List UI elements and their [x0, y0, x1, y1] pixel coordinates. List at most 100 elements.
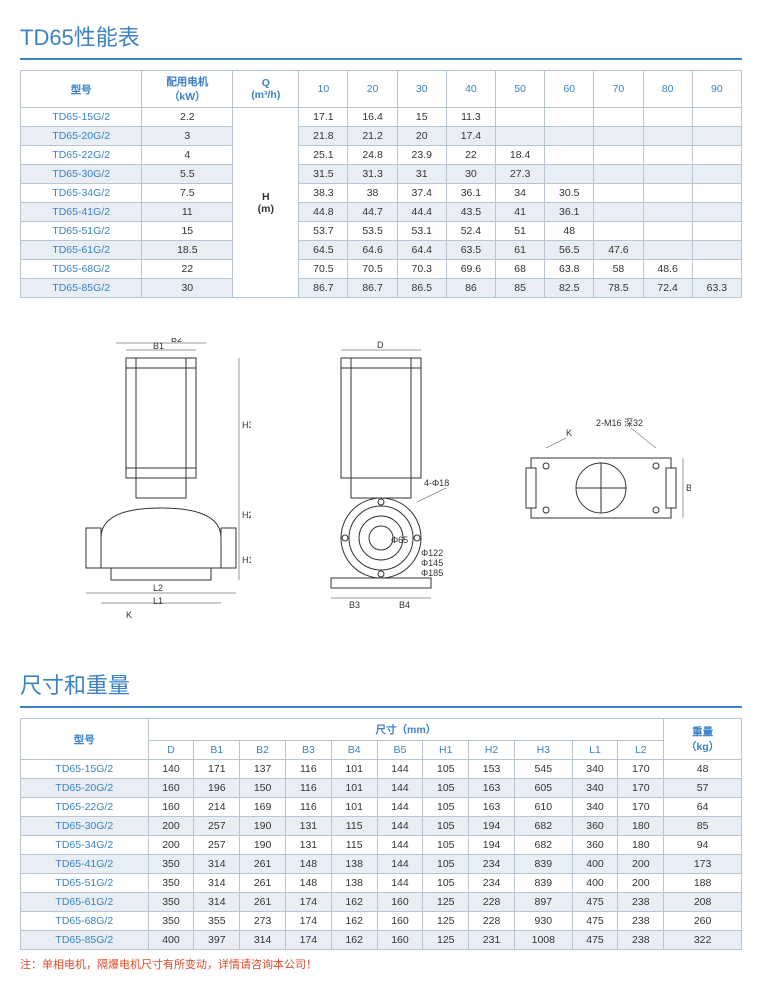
- dims-row: TD65-30G/2200257190131115144105194682360…: [21, 817, 742, 836]
- perf-value-cell: 86.7: [348, 279, 397, 298]
- perf-value-cell: 38.3: [299, 184, 348, 203]
- perf-row: TD65-68G/22270.570.570.369.66863.85848.6: [21, 260, 742, 279]
- perf-value-cell: 51: [496, 222, 545, 241]
- perf-value-cell: 30: [446, 165, 495, 184]
- dim-l1: L1: [153, 596, 163, 606]
- dims-col-head: B4: [331, 741, 377, 760]
- dims-value-cell: 144: [377, 798, 423, 817]
- perf-model-cell: TD65-34G/2: [21, 184, 142, 203]
- dims-model-cell: TD65-34G/2: [21, 836, 149, 855]
- dims-row: TD65-51G/2350314261148138144105234839400…: [21, 874, 742, 893]
- dims-value-cell: 360: [572, 817, 618, 836]
- dims-value-cell: 138: [331, 874, 377, 893]
- dims-value-cell: 105: [423, 779, 469, 798]
- perf-kw-cell: 11: [142, 203, 233, 222]
- perf-head-q80: 80: [643, 71, 692, 108]
- perf-value-cell: [692, 260, 741, 279]
- perf-hm-cell: H (m): [233, 108, 299, 298]
- dims-value-cell: 196: [194, 779, 240, 798]
- dims-value-cell: 340: [572, 760, 618, 779]
- perf-value-cell: 38: [348, 184, 397, 203]
- perf-value-cell: 25.1: [299, 146, 348, 165]
- dim-b4: B4: [399, 600, 410, 610]
- perf-value-cell: [643, 146, 692, 165]
- dims-value-cell: 115: [331, 836, 377, 855]
- perf-value-cell: 41: [496, 203, 545, 222]
- perf-value-cell: [692, 222, 741, 241]
- perf-value-cell: 63.3: [692, 279, 741, 298]
- dims-value-cell: 160: [148, 798, 194, 817]
- dims-value-cell: 125: [423, 931, 469, 950]
- dims-value-cell: 137: [240, 760, 286, 779]
- perf-head-q90: 90: [692, 71, 741, 108]
- perf-row: TD65-85G/23086.786.786.5868582.578.572.4…: [21, 279, 742, 298]
- dims-value-cell: 163: [469, 779, 515, 798]
- dims-value-cell: 174: [285, 893, 331, 912]
- dims-value-cell: 148: [285, 855, 331, 874]
- perf-value-cell: [545, 165, 594, 184]
- dims-value-cell: 605: [514, 779, 572, 798]
- dims-col-head: D: [148, 741, 194, 760]
- perf-value-cell: [545, 127, 594, 146]
- dims-value-cell: 234: [469, 855, 515, 874]
- dims-value-cell: 144: [377, 874, 423, 893]
- dims-value-cell: 257: [194, 836, 240, 855]
- perf-head-q60: 60: [545, 71, 594, 108]
- perf-row: TD65-30G/25.531.531.3313027.3: [21, 165, 742, 184]
- dims-value-cell: 148: [285, 874, 331, 893]
- dims-col-head: H3: [514, 741, 572, 760]
- dims-value-cell: 234: [469, 874, 515, 893]
- dims-value-cell: 116: [285, 798, 331, 817]
- dims-model-cell: TD65-41G/2: [21, 855, 149, 874]
- dims-table: 型号 尺寸（mm） 重量 （kg） DB1B2B3B4B5H1H2H3L1L2 …: [20, 718, 742, 950]
- perf-value-cell: [496, 108, 545, 127]
- dim-2m16: 2-M16 深32: [596, 418, 643, 428]
- dims-row: TD65-41G/2350314261148138144105234839400…: [21, 855, 742, 874]
- dims-value-cell: 400: [572, 855, 618, 874]
- perf-value-cell: [643, 184, 692, 203]
- dims-value-cell: 475: [572, 912, 618, 931]
- perf-value-cell: 11.3: [446, 108, 495, 127]
- perf-value-cell: [692, 127, 741, 146]
- dims-value-cell: 897: [514, 893, 572, 912]
- perf-value-cell: [692, 108, 741, 127]
- dims-value-cell: 261: [240, 874, 286, 893]
- perf-value-cell: [594, 222, 643, 241]
- perf-kw-cell: 30: [142, 279, 233, 298]
- perf-kw-cell: 22: [142, 260, 233, 279]
- dims-value-cell: 350: [148, 874, 194, 893]
- dims-model-cell: TD65-85G/2: [21, 931, 149, 950]
- dim-phi185: Φ185: [421, 568, 443, 578]
- dims-value-cell: 131: [285, 836, 331, 855]
- dims-value-cell: 162: [331, 931, 377, 950]
- dims-model-cell: TD65-30G/2: [21, 817, 149, 836]
- diagram-top: K 2-M16 深32 B5: [511, 408, 691, 558]
- perf-value-cell: 58: [594, 260, 643, 279]
- dim-b3: B3: [349, 600, 360, 610]
- dims-title: 尺寸和重量: [20, 668, 742, 702]
- perf-value-cell: 70.5: [348, 260, 397, 279]
- dims-value-cell: 314: [194, 874, 240, 893]
- dim-l2: L2: [153, 583, 163, 593]
- perf-value-cell: 31: [397, 165, 446, 184]
- dims-value-cell: 180: [618, 817, 664, 836]
- dims-value-cell: 200: [618, 874, 664, 893]
- dims-col-head: B3: [285, 741, 331, 760]
- dims-value-cell: 200: [148, 817, 194, 836]
- dims-value-cell: 400: [572, 874, 618, 893]
- dims-value-cell: 144: [377, 836, 423, 855]
- perf-value-cell: 56.5: [545, 241, 594, 260]
- perf-value-cell: [594, 108, 643, 127]
- perf-value-cell: 15: [397, 108, 446, 127]
- dims-value-cell: 214: [194, 798, 240, 817]
- dims-weight-cell: 173: [664, 855, 742, 874]
- perf-model-cell: TD65-41G/2: [21, 203, 142, 222]
- dims-row: TD65-22G/2160214169116101144105163610340…: [21, 798, 742, 817]
- dim-b1: B1: [153, 341, 164, 351]
- perf-kw-cell: 5.5: [142, 165, 233, 184]
- perf-value-cell: 47.6: [594, 241, 643, 260]
- perf-head-q20: 20: [348, 71, 397, 108]
- perf-value-cell: [496, 127, 545, 146]
- dims-value-cell: 200: [148, 836, 194, 855]
- perf-head-model: 型号: [21, 71, 142, 108]
